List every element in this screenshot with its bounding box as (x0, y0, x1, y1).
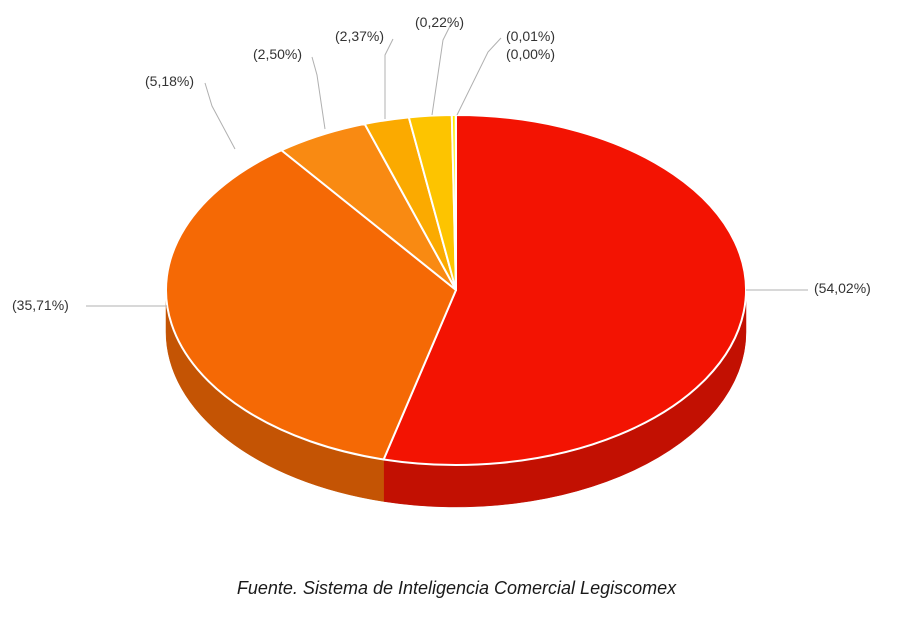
slice-label: (2,37%) (335, 29, 384, 44)
leader-line (385, 39, 393, 119)
slice-label: (2,50%) (253, 47, 302, 62)
leader-line (312, 57, 325, 129)
slice-label: (5,18%) (145, 74, 194, 89)
leader-line (205, 83, 235, 149)
leader-line (457, 38, 501, 115)
chart-caption: Fuente. Sistema de Inteligencia Comercia… (0, 578, 913, 599)
slice-label: (54,02%) (814, 281, 871, 296)
slice-label: (0,00%) (506, 47, 555, 62)
pie-chart-svg (0, 0, 913, 617)
slice-label: (35,71%) (12, 298, 69, 313)
pie-chart-container: Fuente. Sistema de Inteligencia Comercia… (0, 0, 913, 617)
leader-line (432, 24, 451, 115)
slice-label: (0,22%) (415, 15, 464, 30)
slice-label: (0,01%) (506, 29, 555, 44)
